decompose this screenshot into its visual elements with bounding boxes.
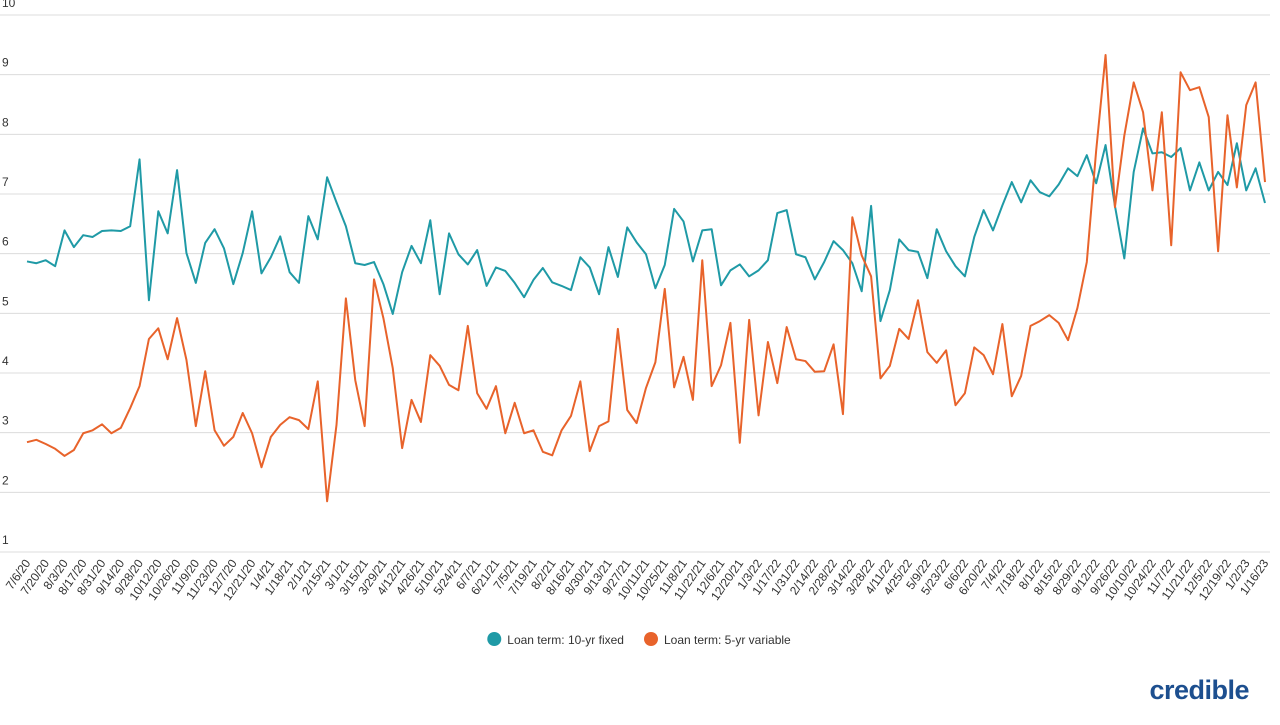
legend: Loan term: 10-yr fixed Loan term: 5-yr va…: [487, 632, 791, 647]
y-tick-label: 9: [2, 56, 9, 70]
legend-marker: [643, 632, 658, 646]
y-tick-label: 1: [2, 533, 9, 547]
legend-label: Loan term: 5-yr variable: [664, 633, 791, 647]
y-tick-label: 6: [2, 235, 9, 249]
y-tick-label: 5: [2, 294, 9, 308]
y-tick-label: 2: [2, 473, 9, 487]
series-line: [26, 53, 1266, 503]
y-tick-label: 7: [2, 175, 9, 189]
legend-label: Loan term: 10-yr fixed: [507, 633, 624, 647]
y-tick-label: 4: [2, 354, 9, 368]
brand-logo: credible: [1149, 675, 1249, 705]
series-line: [26, 127, 1266, 323]
legend-marker: [487, 632, 502, 646]
y-tick-label: 10: [2, 0, 16, 10]
y-tick-label: 8: [2, 115, 9, 129]
y-tick-label: 3: [2, 414, 9, 428]
